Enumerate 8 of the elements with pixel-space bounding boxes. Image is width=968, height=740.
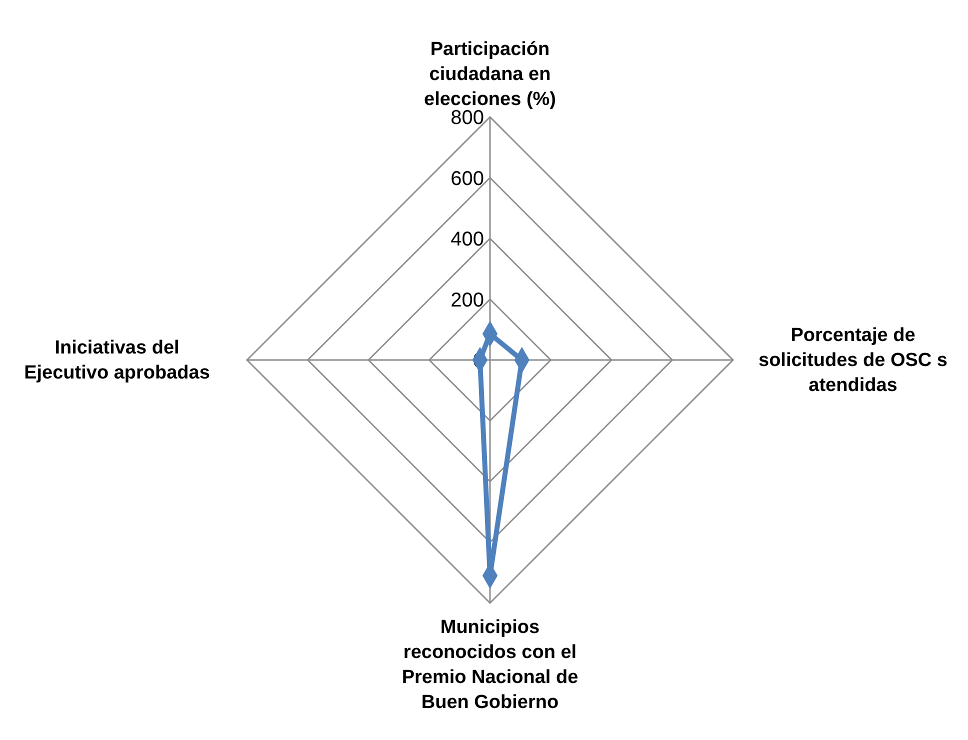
spoke-label: Iniciativas del Ejecutivo aprobadas bbox=[24, 338, 210, 384]
y-tick-label: 600 bbox=[450, 168, 484, 190]
spoke-label: Porcentaje de solicitudes de OSC s atendidas bbox=[758, 325, 948, 396]
y-tick-label: 800 bbox=[450, 107, 484, 129]
y-tick-label: 400 bbox=[450, 228, 484, 250]
spoke-label: Participación ciudadana en elecciones (%) bbox=[424, 39, 556, 110]
y-tick-label: 200 bbox=[450, 289, 484, 312]
spoke-label: Municipios reconocidos con el Premio Nacional de Buen Gobierno bbox=[402, 617, 578, 713]
